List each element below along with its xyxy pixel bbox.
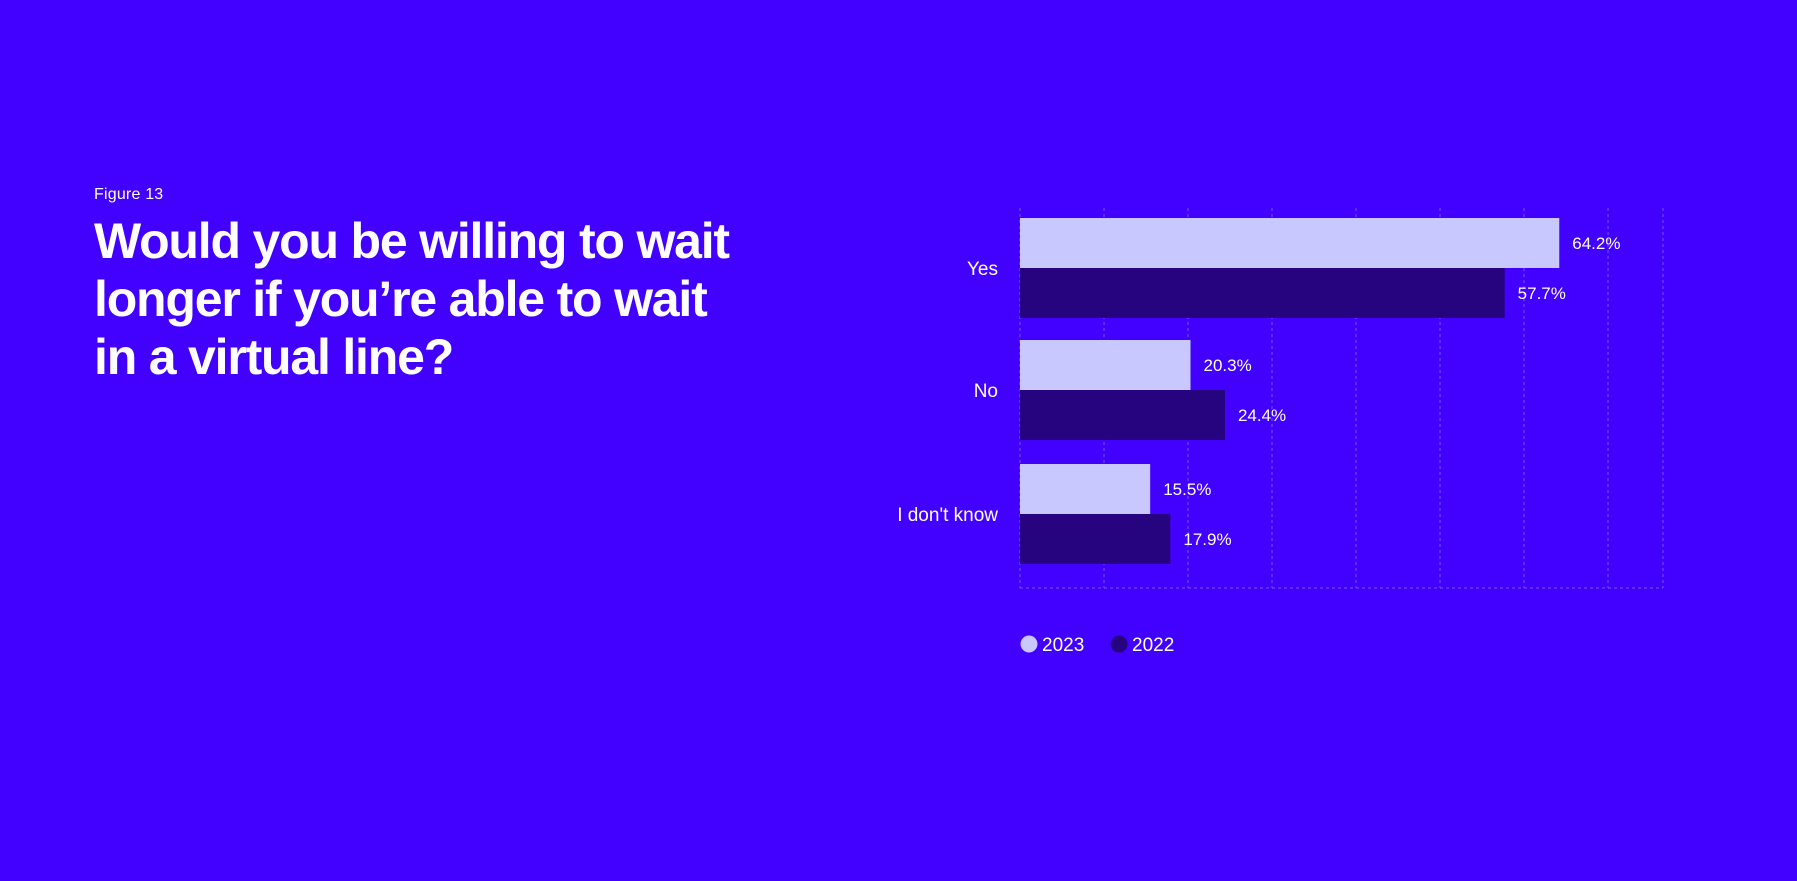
bars xyxy=(1020,218,1560,564)
bar-2022-no xyxy=(1020,390,1225,440)
legend-label-2022: 2022 xyxy=(1132,635,1174,656)
legend: 2023 2022 xyxy=(1020,635,1174,656)
category-label: Yes xyxy=(967,259,998,280)
labels: Yes 64.2% 57.7% No 20.3% 24.4% I don't know 15.… xyxy=(897,234,1620,549)
category-label: I don't know xyxy=(897,505,998,526)
data-label: 15.5% xyxy=(1163,480,1211,499)
bar-2022-i-don-t-know xyxy=(1020,514,1171,564)
figure-label: Figure 13 xyxy=(94,186,164,203)
bar-2023-no xyxy=(1020,340,1191,390)
bar-2023-i-don-t-know xyxy=(1020,464,1151,514)
data-label: 20.3% xyxy=(1204,356,1252,375)
legend-swatch-2023 xyxy=(1020,635,1038,653)
legend-swatch-2022 xyxy=(1110,635,1128,653)
data-label: 64.2% xyxy=(1572,234,1620,253)
category-label: No xyxy=(974,381,998,402)
legend-label-2023: 2023 xyxy=(1042,635,1084,656)
chart-headline: Would you be willing to wait longer if y… xyxy=(94,213,730,385)
bar-2022-yes xyxy=(1020,268,1505,318)
data-label: 24.4% xyxy=(1238,406,1286,425)
grid-lines xyxy=(1019,208,1664,589)
bar-2023-yes xyxy=(1020,218,1560,268)
data-label: 57.7% xyxy=(1518,284,1566,303)
data-label: 17.9% xyxy=(1183,530,1231,549)
